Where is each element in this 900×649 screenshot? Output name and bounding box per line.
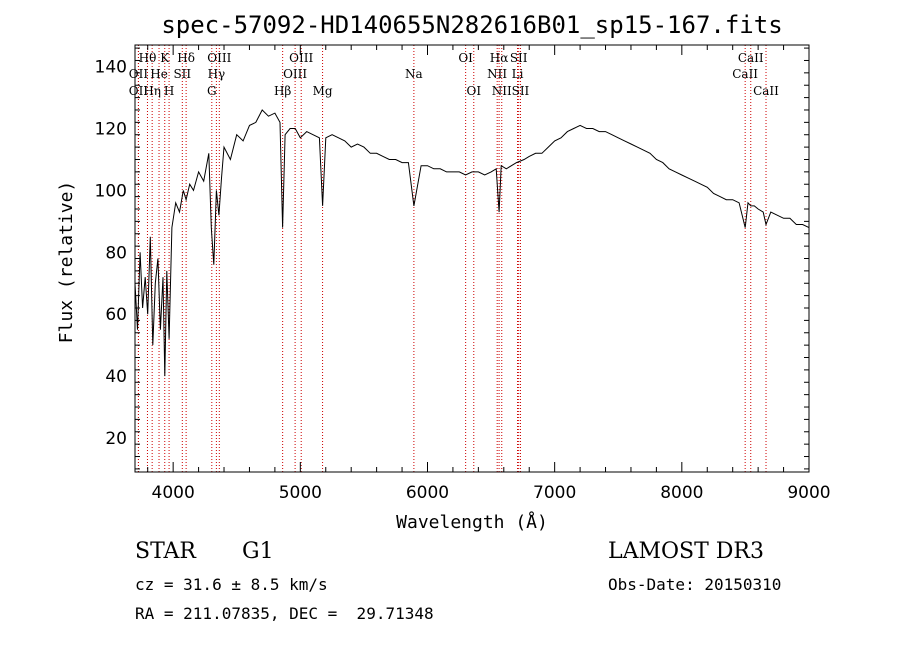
line-label: Hδ (177, 51, 195, 65)
line-label: OI (466, 84, 481, 98)
object-subclass: G1 (242, 539, 274, 564)
y-axis: 20 40 60 80 100 120 140 (95, 47, 809, 470)
x-tick-label: 5000 (279, 483, 322, 503)
line-label: H (164, 84, 174, 98)
x-tick-label: 4000 (152, 483, 195, 503)
line-label: Li (512, 67, 524, 81)
spectral-line-markers (137, 45, 767, 472)
line-label: OIII (207, 51, 231, 65)
ra-dec-text: RA = 211.07835, DEC = 29.71348 (135, 604, 434, 623)
y-axis-label: Flux (relative) (56, 181, 77, 344)
y-tick-label: 100 (95, 181, 127, 201)
line-label: Hβ (274, 84, 291, 98)
line-label: Hα (490, 51, 509, 65)
y-tick-label: 80 (105, 243, 127, 263)
line-label: NII (487, 67, 507, 81)
line-label: OIII (283, 67, 307, 81)
line-label: NII (492, 84, 512, 98)
line-label: OIII (289, 51, 313, 65)
line-label: Hη (143, 84, 161, 98)
line-label: CaII (738, 51, 764, 65)
x-tick-label: 9000 (787, 483, 830, 503)
y-tick-label: 60 (105, 305, 127, 325)
line-label: Hγ (208, 67, 226, 81)
x-tick-label: 7000 (533, 483, 576, 503)
line-label: OI (458, 51, 473, 65)
line-label: OII (129, 67, 149, 81)
line-label: Hθ (139, 51, 157, 65)
survey-name: LAMOST DR3 (608, 539, 764, 564)
line-label: G (207, 84, 217, 98)
line-label: SII (510, 51, 528, 65)
line-label: He (150, 67, 168, 81)
line-label: CaII (753, 84, 779, 98)
line-label: OII (129, 84, 149, 98)
redshift-text: cz = 31.6 ± 8.5 km/s (135, 575, 328, 594)
line-label: Mg (313, 84, 333, 98)
y-tick-label: 20 (105, 429, 127, 449)
line-label: K (160, 51, 170, 65)
y-tick-label: 40 (105, 367, 127, 387)
x-tick-label: 8000 (660, 483, 703, 503)
line-label: Na (405, 67, 423, 81)
x-axis: 4000 5000 6000 7000 8000 9000 (147, 45, 831, 503)
line-label: SII (512, 84, 530, 98)
line-label: SII (173, 67, 191, 81)
y-tick-label: 140 (95, 58, 127, 78)
line-label: CaII (732, 67, 758, 81)
x-tick-label: 6000 (406, 483, 449, 503)
spectrum-line (134, 109, 810, 377)
plot-frame (134, 44, 810, 473)
object-class: STAR (135, 539, 196, 564)
chart-title: spec-57092-HD140655N282616B01_sp15-167.f… (161, 11, 782, 39)
obs-date-text: Obs-Date: 20150310 (608, 575, 782, 594)
x-axis-label: Wavelength (Å) (396, 511, 548, 533)
y-tick-label: 120 (95, 120, 127, 140)
